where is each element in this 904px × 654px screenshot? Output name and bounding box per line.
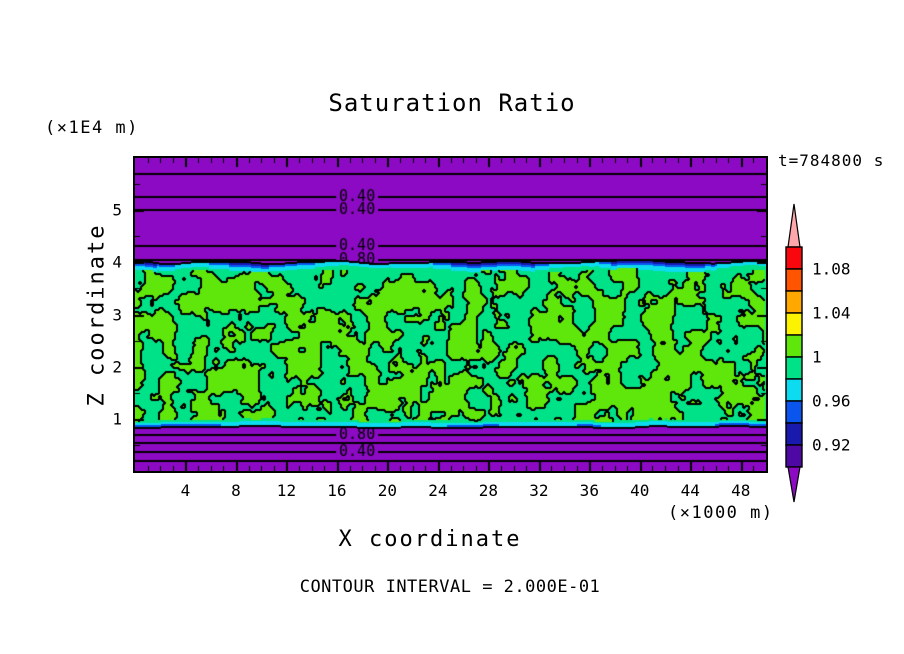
colorbar-cell-navy — [785, 422, 803, 446]
x-tick-label: 36 — [579, 481, 599, 500]
y-tick-label: 4 — [112, 252, 122, 272]
colorbar — [785, 203, 803, 503]
colorbar-cell-spring — [785, 356, 803, 380]
colorbar-cell-orange_red — [785, 268, 803, 292]
y-axis-unit-label: (×1E4 m) — [45, 118, 139, 138]
colorbar-cell-red — [785, 246, 803, 270]
x-tick-label: 20 — [377, 481, 398, 500]
plot-area — [133, 156, 768, 473]
x-axis-unit-label: (×1000 m) — [668, 503, 774, 523]
contour-field-canvas — [135, 158, 766, 471]
colorbar-cell-indigo — [785, 444, 803, 468]
x-tick-label: 44 — [680, 481, 700, 500]
colorbar-cell-cyan — [785, 378, 803, 402]
x-tick-label: 12 — [276, 481, 297, 500]
y-tick-label: 2 — [112, 357, 122, 377]
y-tick-label: 5 — [112, 200, 122, 220]
x-axis-title: X coordinate — [338, 527, 522, 552]
x-tick-label: 4 — [180, 481, 191, 500]
colorbar-over-arrow — [787, 203, 801, 248]
y-tick-label: 1 — [112, 409, 122, 429]
x-tick-label: 8 — [231, 481, 241, 500]
colorbar-cell-orange — [785, 290, 803, 314]
y-tick-label: 3 — [112, 305, 122, 324]
contour-interval-label: CONTOUR INTERVAL = 2.000E-01 — [299, 577, 601, 597]
time-annotation: t=784800 s — [778, 151, 885, 170]
colorbar-cell-yellow — [785, 312, 803, 336]
x-tick-label: 40 — [630, 481, 650, 500]
colorbar-value-label: 1 — [812, 347, 822, 367]
x-tick-label: 28 — [478, 481, 498, 500]
plot-title: Saturation Ratio — [328, 89, 576, 117]
x-tick-label: 32 — [529, 481, 549, 500]
colorbar-under-arrow — [787, 466, 801, 503]
colorbar-value-label: 1.08 — [812, 259, 851, 279]
colorbar-cell-blue — [785, 400, 803, 424]
x-tick-label: 48 — [731, 481, 751, 500]
x-tick-label: 24 — [428, 481, 448, 500]
colorbar-value-label: 0.96 — [812, 391, 851, 411]
x-tick-label: 16 — [327, 481, 347, 500]
colorbar-value-label: 1.04 — [812, 303, 851, 323]
colorbar-value-label: 0.92 — [812, 435, 851, 455]
colorbar-cell-chartreuse — [785, 334, 803, 358]
